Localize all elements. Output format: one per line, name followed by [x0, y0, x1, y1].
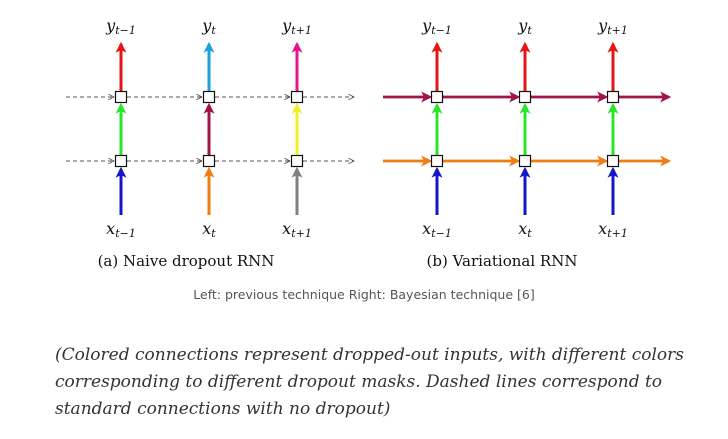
hidden-unit-top — [114, 90, 128, 104]
hidden-unit-bottom — [114, 154, 128, 168]
input-label: xt+1 — [598, 219, 628, 240]
hidden-unit-bottom — [430, 154, 444, 168]
figure-caption: Left: previous technique Right: Bayesian… — [193, 287, 535, 302]
hidden-unit-top — [290, 90, 304, 104]
hidden-unit-top — [202, 90, 216, 104]
subtitle-variational-rnn: (b) Variational RNN — [427, 252, 578, 270]
hidden-unit-top — [518, 90, 532, 104]
hidden-unit-bottom — [202, 154, 216, 168]
output-label: yt — [201, 16, 216, 37]
output-label: yt+1 — [597, 16, 628, 37]
input-label: xt — [518, 219, 532, 240]
variational-rnn-diagram: yt−1 xt−1 yt xt yt+1 xt+1 — [383, 16, 672, 240]
hidden-unit-bottom — [606, 154, 620, 168]
input-label: xt+1 — [282, 219, 312, 240]
hidden-unit-bottom — [518, 154, 532, 168]
figure-note: (Colored connections represent dropped-o… — [55, 345, 684, 419]
hidden-unit-top — [430, 90, 444, 104]
subtitle-naive-dropout-rnn: (a) Naive dropout RNN — [98, 252, 275, 270]
output-label: yt−1 — [105, 16, 136, 37]
hidden-unit-top — [606, 90, 620, 104]
input-label: xt−1 — [106, 219, 136, 240]
output-label: yt+1 — [281, 16, 312, 37]
naive-dropout-rnn-diagram: yt−1 xt−1 yt xt yt+1 xt+1 — [66, 16, 354, 240]
rnn-dropout-figure: yt−1 xt−1 yt xt yt+1 xt+1 yt−1 xt−1 yt xt yt+1 xt+… — [66, 16, 672, 270]
output-label: yt — [517, 16, 532, 37]
input-label: xt−1 — [422, 219, 452, 240]
hidden-unit-bottom — [290, 154, 304, 168]
output-label: yt−1 — [421, 16, 452, 37]
input-label: xt — [202, 219, 216, 240]
